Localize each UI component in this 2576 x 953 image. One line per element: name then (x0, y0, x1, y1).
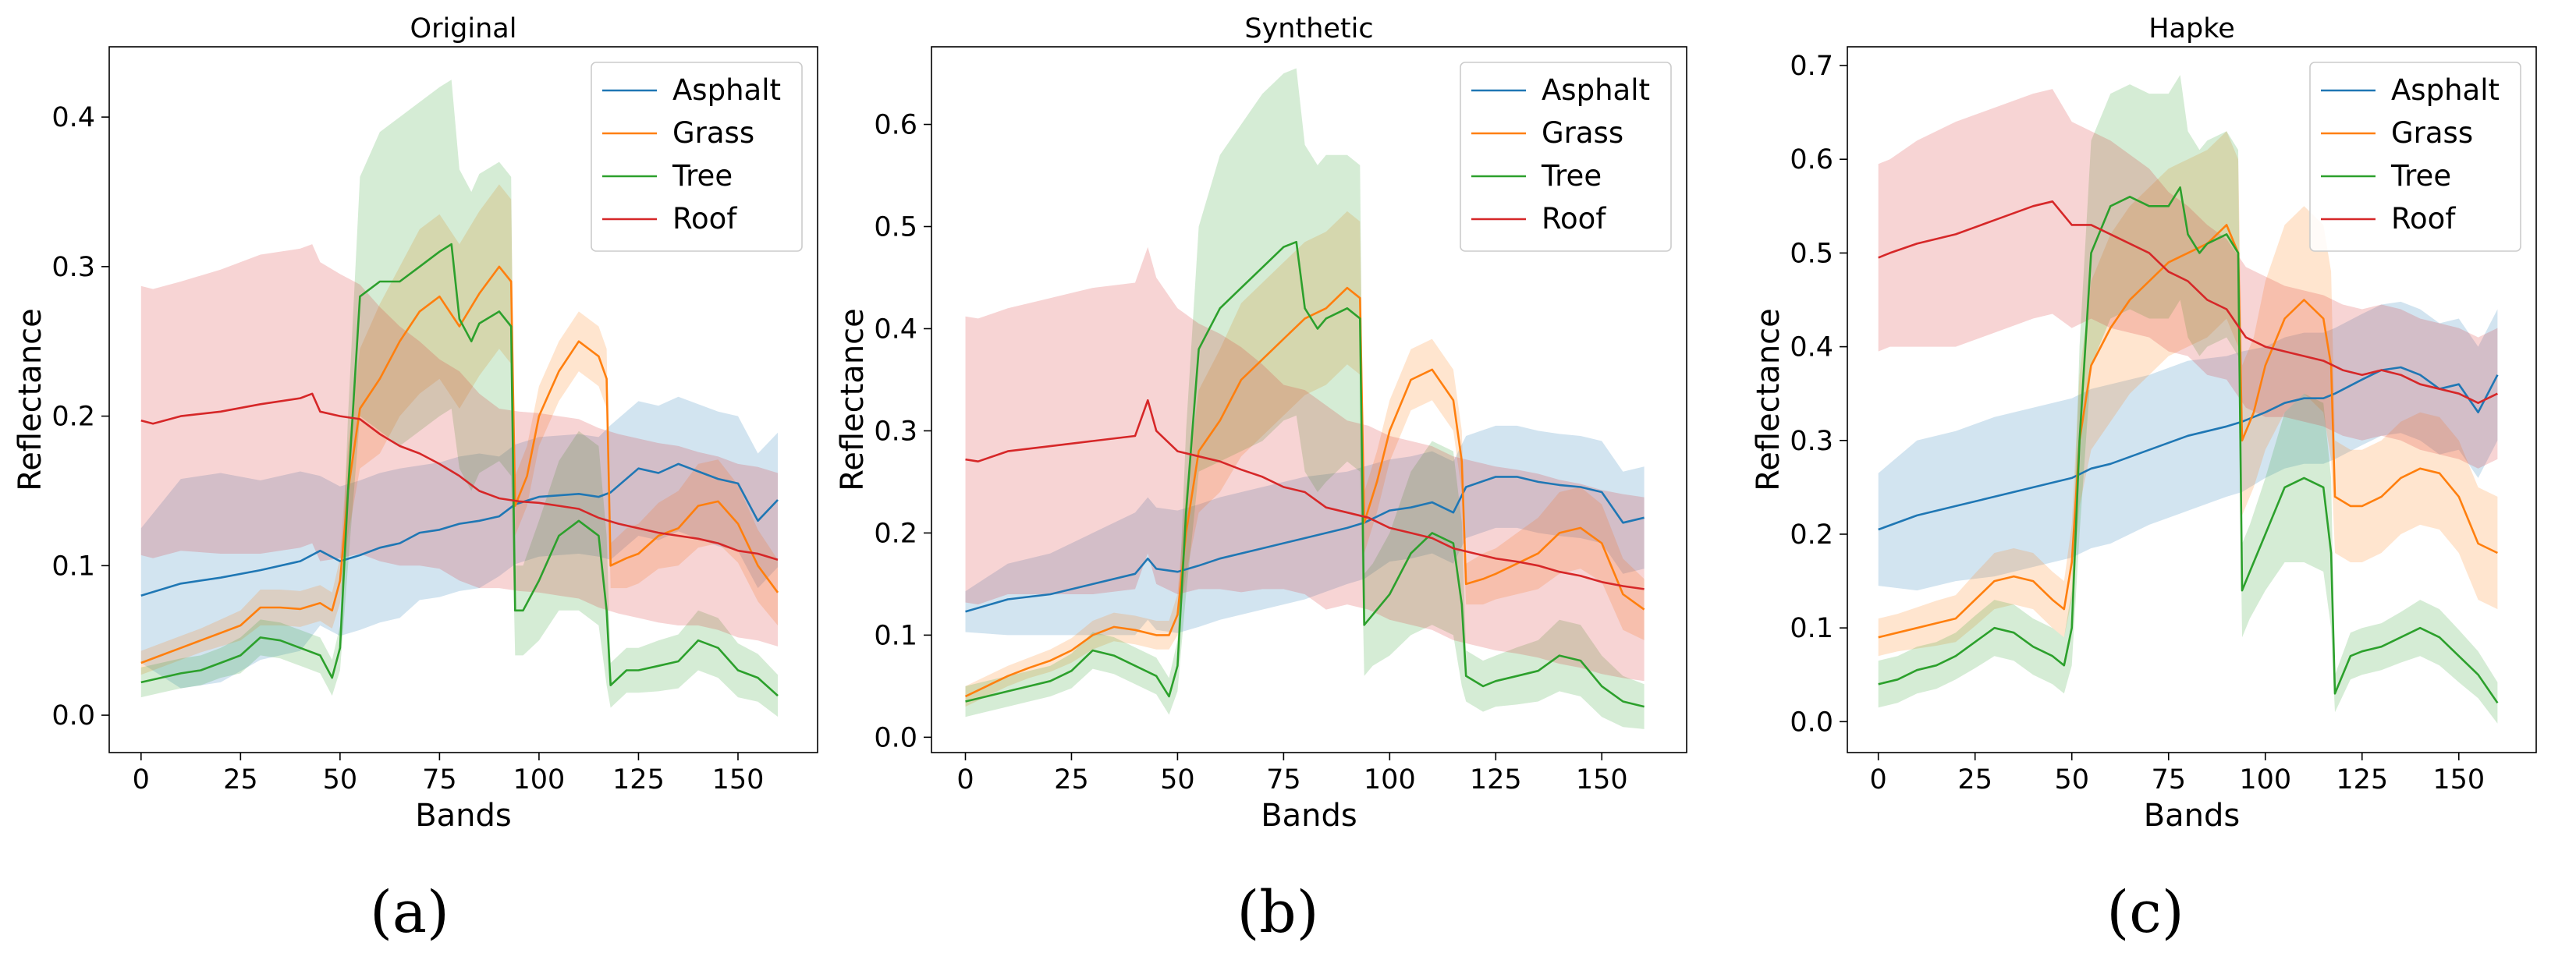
legend-label-tree: Tree (1541, 159, 1602, 193)
series-line-roof (1878, 200, 2498, 405)
legend-label-asphalt: Asphalt (1542, 73, 1650, 107)
panel-caption: (b) (1237, 879, 1318, 946)
x-tick-label: 125 (2336, 764, 2388, 795)
legend-label-roof: Roof (672, 202, 737, 236)
series-line-grass (140, 265, 779, 664)
x-tick-label: 0 (956, 764, 974, 795)
x-tick-label: 0 (133, 764, 150, 795)
y-tick-label: 0.5 (874, 212, 917, 243)
legend-label-roof: Roof (2391, 202, 2456, 236)
band-grass (965, 211, 1645, 707)
x-tick-label: 100 (513, 764, 566, 795)
axes-frame (108, 46, 818, 753)
series-line-asphalt (140, 462, 779, 597)
y-tick-label: 0.3 (1790, 426, 1833, 457)
chart-title: Original (410, 13, 517, 44)
x-axis-label: Bands (415, 798, 512, 834)
x-tick-label: 0 (1870, 764, 1887, 795)
legend-label-asphalt: Asphalt (2391, 73, 2500, 107)
y-tick-label: 0.6 (874, 110, 917, 141)
x-tick-label: 50 (1160, 764, 1195, 795)
band-grass (1878, 131, 2498, 657)
plot-area (140, 80, 779, 717)
band-asphalt (965, 425, 1645, 636)
legend-label-tree: Tree (672, 159, 733, 193)
legend-label-grass: Grass (672, 116, 754, 150)
panel-caption: (a) (370, 879, 449, 946)
x-tick-label: 125 (1470, 764, 1522, 795)
series-line-tree (965, 240, 1645, 708)
band-roof (140, 244, 779, 647)
plot-area (964, 68, 1645, 729)
plot-area (1878, 75, 2499, 724)
legend-label-tree: Tree (2390, 159, 2451, 193)
x-tick-label: 50 (323, 764, 358, 795)
x-axis-label: Bands (2144, 798, 2241, 834)
band-tree (140, 80, 779, 717)
panel-caption: (c) (2106, 879, 2184, 946)
y-axis-label: Reflectance (12, 308, 48, 491)
y-tick-label: 0.4 (51, 102, 95, 133)
x-tick-label: 25 (1054, 764, 1089, 795)
x-tick-label: 125 (612, 764, 665, 795)
y-tick-label: 0.1 (1790, 613, 1833, 644)
chart-title: Hapke (2148, 13, 2235, 44)
panel-1: 0 25 50 75 100 125 150 0.0 0.1 0.2 0.3 0.4 Original B… (12, 13, 818, 946)
series-line-tree (140, 243, 779, 697)
y-tick-label: 0.3 (874, 416, 917, 447)
band-tree (965, 68, 1645, 729)
y-axis-label: Reflectance (835, 308, 871, 491)
x-tick-label: 75 (1266, 764, 1301, 795)
legend-label-asphalt: Asphalt (672, 73, 781, 107)
panel-2: 0 25 50 75 100 125 150 0.0 0.1 0.2 0.3 0.4 0.5 0.6 Syn… (835, 13, 1687, 946)
x-tick-label: 50 (2054, 764, 2089, 795)
y-tick-label: 0.4 (874, 314, 917, 345)
panel-3: 0 25 50 75 100 125 150 0.0 0.1 0.2 0.3 0.4 0.5 0.6 0.7… (1751, 13, 2537, 946)
y-tick-label: 0.0 (51, 700, 95, 732)
x-tick-label: 75 (422, 764, 457, 795)
x-axis-label: Bands (1261, 798, 1357, 834)
x-tick-label: 150 (1576, 764, 1628, 795)
y-tick-label: 0.1 (51, 551, 95, 582)
series-line-grass (964, 286, 1645, 698)
series-line-asphalt (1878, 366, 2499, 531)
x-tick-label: 25 (1957, 764, 1992, 795)
x-tick-label: 100 (2239, 764, 2291, 795)
band-asphalt (140, 396, 779, 689)
x-tick-label: 150 (2432, 764, 2485, 795)
y-tick-label: 0.2 (1790, 519, 1833, 551)
legend-label-grass: Grass (2391, 116, 2473, 150)
series-line-roof (965, 399, 1645, 590)
y-tick-label: 0.5 (1790, 238, 1833, 269)
series-line-roof (140, 392, 779, 561)
y-axis-label: Reflectance (1751, 308, 1787, 491)
y-tick-label: 0.4 (1790, 332, 1833, 363)
series-line-tree (1878, 186, 2499, 704)
axes-frame (1847, 46, 2537, 753)
y-tick-label: 0.7 (1790, 51, 1833, 82)
y-tick-label: 0.0 (1790, 707, 1833, 738)
chart-title: Synthetic (1244, 13, 1373, 44)
y-tick-label: 0.6 (1790, 144, 1833, 175)
band-asphalt (1878, 301, 2498, 591)
y-tick-label: 0.1 (874, 620, 917, 651)
legend-label-roof: Roof (1542, 202, 1606, 236)
legend-box (591, 62, 803, 252)
band-roof (1878, 89, 2498, 469)
x-tick-label: 75 (2151, 764, 2186, 795)
legend-box (2309, 62, 2521, 252)
y-tick-label: 0.2 (51, 402, 95, 433)
y-tick-label: 0.3 (51, 252, 95, 283)
legend-box (1460, 62, 1672, 252)
y-tick-label: 0.2 (874, 518, 917, 549)
band-tree (1878, 75, 2498, 724)
x-tick-label: 150 (712, 764, 765, 795)
x-tick-label: 100 (1364, 764, 1416, 795)
x-tick-label: 25 (223, 764, 258, 795)
band-grass (140, 184, 779, 675)
axes-frame (931, 46, 1687, 753)
y-tick-label: 0.0 (874, 722, 917, 753)
legend-label-grass: Grass (1542, 116, 1623, 150)
